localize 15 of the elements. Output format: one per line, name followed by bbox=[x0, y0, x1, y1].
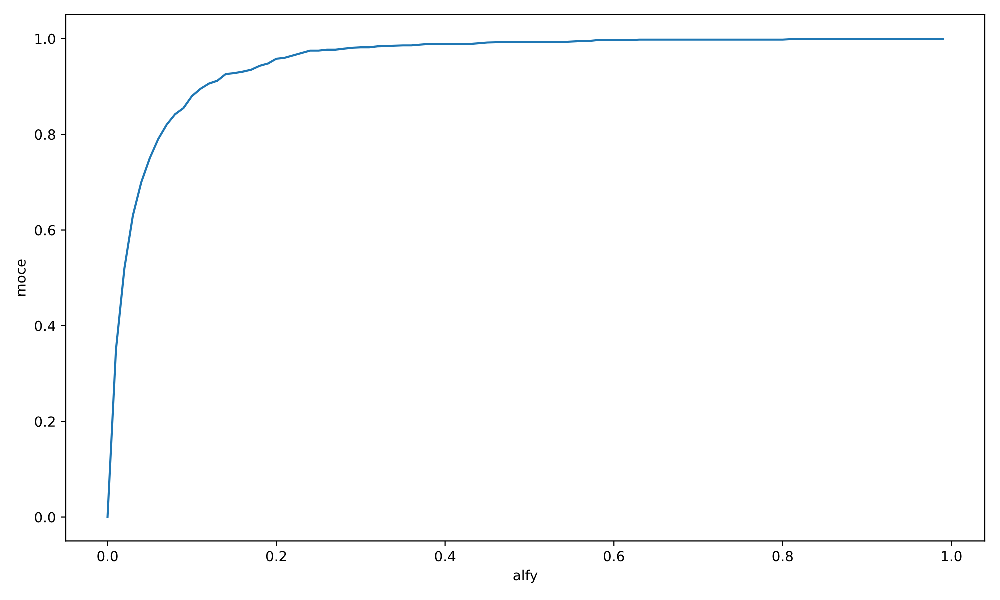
y-tick-label: 0.2 bbox=[35, 416, 55, 428]
y-tick-label: 0.6 bbox=[35, 225, 56, 236]
x-tick-label: 0.6 bbox=[604, 551, 624, 562]
y-tick-label: 1.0 bbox=[36, 34, 56, 44]
x-tick-label: 0.2 bbox=[266, 551, 286, 562]
line-series bbox=[106, 38, 944, 518]
x-tick-label: 0.8 bbox=[772, 551, 793, 562]
x-tick-label: 1.0 bbox=[942, 551, 962, 562]
y-tick-label: 0.8 bbox=[35, 130, 56, 140]
x-axis-title: alfy bbox=[514, 570, 538, 584]
x-tick-label: 0.0 bbox=[98, 551, 118, 562]
y-tick-label: 0.4 bbox=[35, 320, 56, 332]
y-axis-title: moce bbox=[18, 260, 26, 296]
y-tick-label: 0.0 bbox=[35, 512, 56, 523]
x-tick-label: 0.4 bbox=[435, 551, 456, 562]
